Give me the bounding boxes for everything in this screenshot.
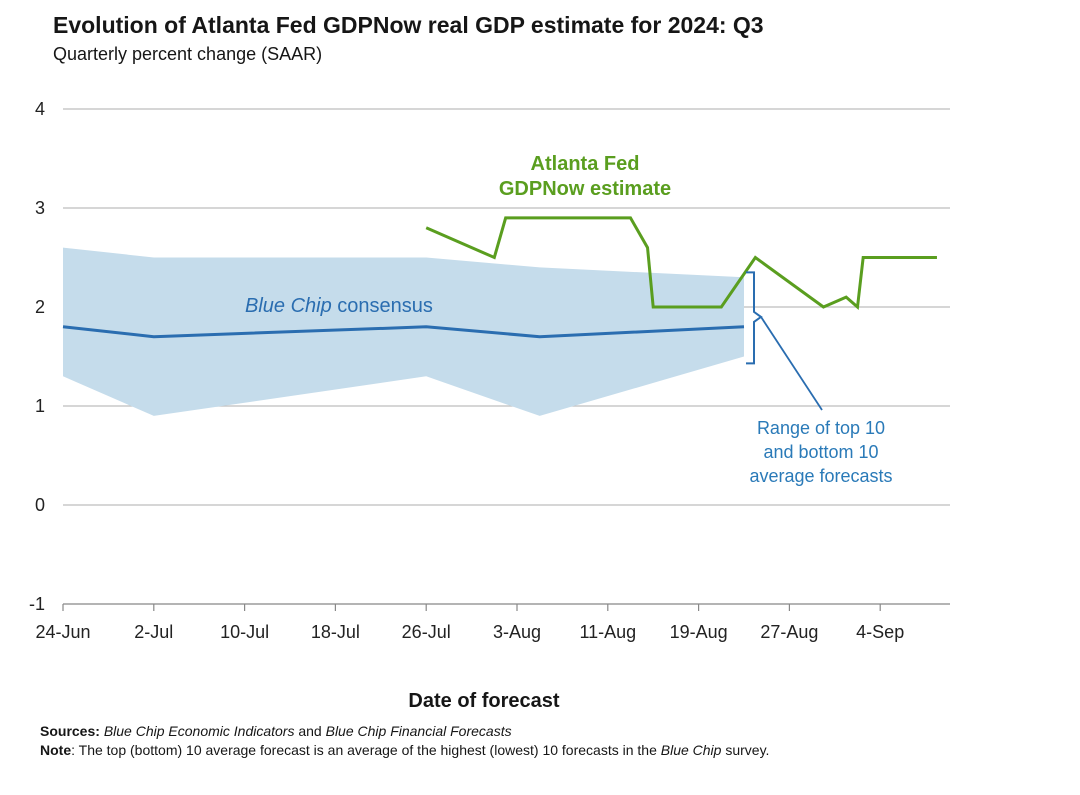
note-text: : The top (bottom) 10 average forecast i…	[71, 742, 657, 758]
note-line: Note: The top (bottom) 10 average foreca…	[40, 741, 900, 760]
sources-name-1: Blue Chip Economic Indicators	[103, 723, 295, 739]
note-end: survey.	[725, 742, 770, 758]
sources-name-2: Blue Chip Financial Forecasts	[325, 723, 512, 739]
range-label-line: Range of top 10	[757, 418, 885, 438]
note-italic: Blue Chip	[660, 742, 722, 758]
forecast-range-band	[63, 247, 744, 416]
sources-line: Sources: Blue Chip Economic Indicators a…	[40, 722, 900, 741]
x-tick-label: 19-Aug	[670, 622, 728, 642]
blue-chip-label-rest: consensus	[337, 295, 433, 317]
note-label: Note	[40, 742, 72, 758]
gdpnow-label-line2: GDPNow estimate	[499, 178, 671, 200]
x-tick-label: 11-Aug	[579, 622, 636, 642]
gdpnow-label-line1: Atlanta Fed	[531, 153, 640, 175]
x-axis-title: Date of forecast	[408, 690, 559, 712]
x-tick-label: 2-Jul	[134, 622, 173, 642]
x-tick-label: 26-Jul	[402, 622, 451, 642]
range-label-line: average forecasts	[749, 466, 892, 486]
y-tick-label: 1	[35, 396, 45, 416]
x-tick-label: 10-Jul	[220, 622, 269, 642]
blue-chip-label-italic: Blue Chip	[245, 295, 337, 317]
y-tick-label: 0	[35, 495, 45, 515]
chart-title: Evolution of Atlanta Fed GDPNow real GDP…	[53, 12, 764, 38]
y-tick-label: 4	[35, 99, 45, 119]
chart-subtitle: Quarterly percent change (SAAR)	[53, 44, 323, 64]
range-bracket	[746, 271, 763, 365]
y-tick-label: 3	[35, 198, 45, 218]
y-tick-label: -1	[29, 594, 45, 614]
chart-footer: Sources: Blue Chip Economic Indicators a…	[40, 722, 900, 760]
sources-and: and	[298, 723, 322, 739]
gdp-chart: -1 0 1 2 3 4 24-Jun 2-Jul 10-Jul 18-Jul 26-Jul 3-Au…	[29, 99, 950, 712]
series-line-gdpnow	[425, 216, 937, 311]
y-tick-label: 2	[35, 297, 45, 317]
blue-chip-consensus-label: Blue Chip consensus	[245, 295, 433, 317]
series-line-blue-chip-consensus	[62, 325, 745, 339]
sources-label: Sources:	[40, 723, 100, 739]
range-label-line: and bottom 10	[763, 442, 878, 462]
x-tick-label: 4-Sep	[856, 622, 904, 642]
x-tick-label: 24-Jun	[35, 622, 90, 642]
x-tick-label: 18-Jul	[311, 622, 360, 642]
x-tick-label: 27-Aug	[760, 622, 818, 642]
range-leader-line	[760, 316, 823, 411]
x-tick-label: 3-Aug	[493, 622, 541, 642]
